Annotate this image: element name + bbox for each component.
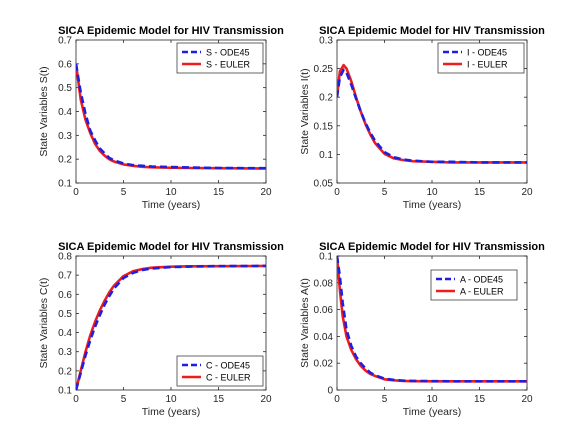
- legend-entry-label: A - ODE45: [460, 275, 503, 285]
- legend-entry-label: S - EULER: [206, 60, 251, 70]
- y-tick-label: 0: [327, 386, 333, 397]
- y-tick-label: 0.1: [319, 150, 333, 161]
- y-tick-label: 0.08: [314, 278, 334, 289]
- x-tick-label: 0: [73, 394, 79, 405]
- legend-entry-label: I - EULER: [467, 60, 508, 70]
- y-tick-label: 0.3: [58, 131, 72, 142]
- x-tick-label: 15: [474, 394, 486, 405]
- legend: A - ODE45 A - EULER: [430, 269, 518, 301]
- x-tick-label: 0: [73, 187, 79, 198]
- x-tick-label: 20: [521, 187, 533, 198]
- y-tick-label: 0.06: [314, 305, 334, 316]
- legend-box: [430, 269, 518, 301]
- y-tick-label: 0.2: [319, 93, 333, 104]
- y-tick-label: 0.4: [58, 107, 72, 118]
- chart-title: SICA Epidemic Model for HIV Transmission: [319, 25, 545, 37]
- legend-entry-label: A - EULER: [460, 287, 504, 297]
- y-tick-label: 0.04: [314, 332, 334, 343]
- x-axis-label: Time (years): [403, 406, 462, 418]
- x-axis-label: Time (years): [142, 406, 201, 418]
- y-tick-label: 0.7: [58, 271, 72, 282]
- y-tick-label: 0.4: [58, 328, 72, 339]
- y-tick-label: 0.7: [58, 36, 72, 47]
- y-tick-label: 0.1: [58, 179, 72, 190]
- y-tick-label: 0.6: [58, 290, 72, 301]
- x-tick-label: 10: [426, 187, 438, 198]
- y-tick-label: 0.8: [58, 252, 72, 263]
- y-tick-label: 0.6: [58, 59, 72, 70]
- chart-title: SICA Epidemic Model for HIV Transmission: [319, 241, 545, 253]
- y-axis-label: State Variables C(t): [38, 278, 50, 369]
- y-tick-label: 0.5: [58, 309, 72, 320]
- x-tick-label: 20: [521, 394, 533, 405]
- y-tick-label: 0.2: [58, 155, 72, 166]
- x-tick-label: 5: [121, 187, 127, 198]
- y-tick-label: 0.15: [314, 121, 334, 132]
- legend-box: [176, 355, 264, 387]
- chart-title: SICA Epidemic Model for HIV Transmission: [58, 25, 284, 37]
- x-tick-label: 0: [334, 394, 340, 405]
- x-tick-label: 5: [382, 187, 388, 198]
- y-tick-label: 0.3: [319, 36, 333, 47]
- y-tick-label: 0.1: [319, 252, 333, 263]
- legend-entry-label: C - EULER: [206, 373, 251, 383]
- chart-title: SICA Epidemic Model for HIV Transmission: [58, 241, 284, 253]
- x-tick-label: 10: [165, 394, 177, 405]
- x-tick-label: 5: [121, 394, 127, 405]
- y-axis-label: State Variables I(t): [299, 68, 311, 154]
- x-tick-label: 10: [165, 187, 177, 198]
- legend-entry-label: C - ODE45: [206, 361, 250, 371]
- y-axis-label: State Variables S(t): [38, 66, 50, 156]
- series-line-i-ode45: [337, 68, 527, 164]
- legend: I - ODE45 I - EULER: [437, 42, 525, 74]
- x-tick-label: 15: [213, 187, 225, 198]
- x-tick-label: 5: [382, 394, 388, 405]
- x-tick-label: 20: [260, 187, 272, 198]
- y-axis-label: State Variables A(t): [299, 278, 311, 368]
- y-tick-label: 0.02: [314, 359, 334, 370]
- y-tick-label: 0.2: [58, 366, 72, 377]
- series-line-a-ode45: [337, 255, 527, 383]
- x-tick-label: 15: [213, 394, 225, 405]
- y-tick-label: 0.5: [58, 83, 72, 94]
- x-tick-label: 15: [474, 187, 486, 198]
- x-tick-label: 0: [334, 187, 340, 198]
- series-line-s-ode45: [76, 63, 266, 170]
- legend-entry-label: S - ODE45: [206, 48, 250, 58]
- y-tick-label: 0.3: [58, 347, 72, 358]
- y-tick-label: 0.25: [314, 64, 334, 75]
- legend-box: [437, 42, 525, 74]
- x-tick-label: 20: [260, 394, 272, 405]
- series-line-c-ode45: [76, 264, 266, 391]
- x-axis-label: Time (years): [142, 199, 201, 211]
- y-tick-label: 0.05: [314, 179, 334, 190]
- x-tick-label: 10: [426, 394, 438, 405]
- legend-entry-label: I - ODE45: [467, 48, 507, 58]
- legend: S - ODE45 S - EULER: [176, 42, 264, 74]
- x-axis-label: Time (years): [403, 199, 462, 211]
- legend-box: [176, 42, 264, 74]
- y-tick-label: 0.1: [58, 386, 72, 397]
- legend: C - ODE45 C - EULER: [176, 355, 264, 387]
